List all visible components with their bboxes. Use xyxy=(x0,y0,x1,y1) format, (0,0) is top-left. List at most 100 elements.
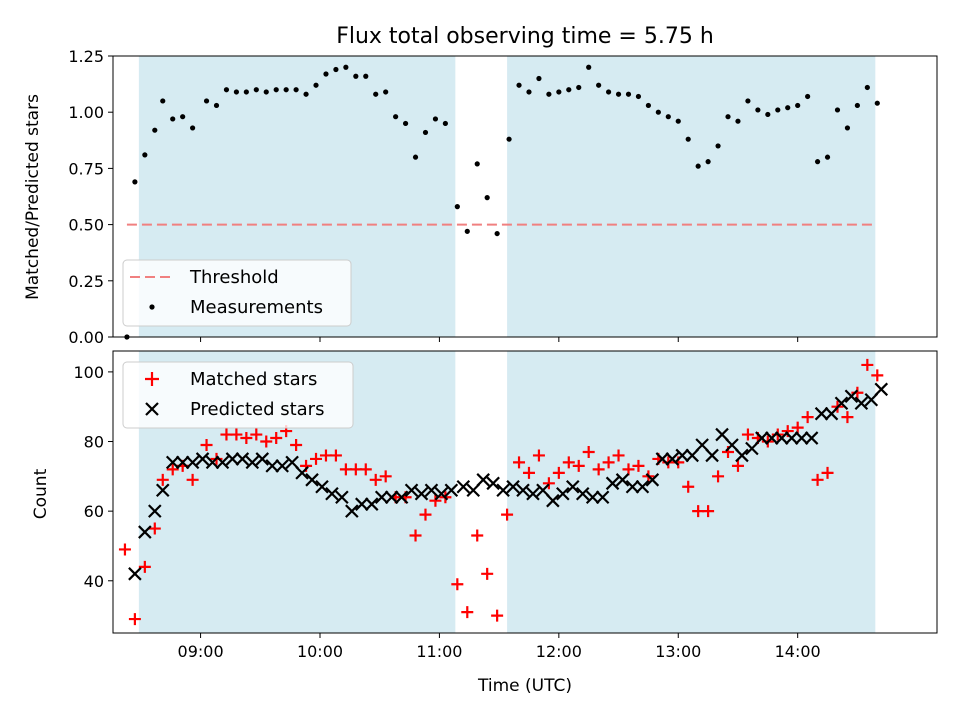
measurement-point xyxy=(303,91,309,97)
predicted-star-point xyxy=(355,497,369,511)
measurement-point xyxy=(705,159,711,165)
predicted-star-point xyxy=(295,466,309,480)
matched-star-point xyxy=(632,459,645,472)
matched-star-point xyxy=(602,456,615,469)
matched-star-point xyxy=(682,480,695,493)
predicted-star-point xyxy=(434,486,449,501)
predicted-star-point xyxy=(814,406,829,421)
ratio-legend: Threshold Measurements xyxy=(122,259,352,327)
matched-star-point xyxy=(429,494,442,507)
count-y-axis-label: Count xyxy=(31,468,51,519)
matched-star-point xyxy=(491,609,504,622)
measurement-point xyxy=(854,102,860,109)
matched-star-point xyxy=(118,543,131,556)
measurement-point xyxy=(402,120,409,127)
shaded-interval-2 xyxy=(507,56,876,337)
measurement-point xyxy=(484,195,490,201)
measurement-point xyxy=(422,129,429,136)
predicted-star-point xyxy=(874,382,889,397)
predicted-star-point xyxy=(575,486,590,501)
measurement-point xyxy=(283,87,289,93)
measurement-point xyxy=(363,73,369,79)
measurement-point xyxy=(263,89,269,95)
predicted-star-point xyxy=(444,483,459,498)
predicted-star-point xyxy=(615,473,630,487)
predicted-star-point xyxy=(516,483,530,498)
x-tick-label: 10:00 xyxy=(297,642,343,661)
predicted-star-point xyxy=(794,431,809,445)
predicted-star-point xyxy=(414,486,429,501)
matched-star-point xyxy=(731,459,744,472)
measurements-series xyxy=(124,64,880,340)
matched-star-point xyxy=(513,456,526,469)
predicted-star-point xyxy=(235,452,250,466)
predicted-star-point xyxy=(394,490,409,504)
matched-star-point xyxy=(166,463,179,476)
measurement-point xyxy=(142,152,148,158)
measurement-point xyxy=(874,100,880,106)
predicted-star-point xyxy=(285,455,299,470)
predicted-star-point xyxy=(635,480,650,494)
predicted-star-point xyxy=(745,441,759,456)
matched-star-point xyxy=(359,463,372,476)
predicted-star-point xyxy=(625,480,640,494)
measurement-point xyxy=(695,163,701,169)
legend-measurements-label: Measurements xyxy=(190,297,323,318)
legend-predicted-swatch xyxy=(145,402,159,416)
matched-star-point xyxy=(128,613,141,626)
ratio-x-ticks xyxy=(200,337,799,342)
x-tick-label: 13:00 xyxy=(655,642,701,661)
measurement-point xyxy=(775,107,781,113)
measurement-point xyxy=(546,91,552,97)
measurement-point xyxy=(454,204,460,210)
matched-star-point xyxy=(310,452,323,465)
matched-star-point xyxy=(260,435,273,448)
predicted-star-point xyxy=(695,438,709,452)
predicted-star-point xyxy=(195,452,210,466)
predicted-star-point xyxy=(685,448,699,463)
predicted-star-point xyxy=(715,427,729,442)
measurement-point xyxy=(233,89,240,95)
predicted-star-point xyxy=(675,448,690,463)
predicted-star-point xyxy=(315,480,329,494)
matched-star-point xyxy=(270,432,283,445)
predicted-star-point xyxy=(595,490,610,504)
measurement-point xyxy=(805,93,811,100)
measurement-point xyxy=(243,89,249,95)
measurement-point xyxy=(576,84,582,91)
y-tick-label: 60 xyxy=(84,502,104,521)
predicted-star-point xyxy=(364,497,379,511)
matched-star-point xyxy=(409,529,422,542)
measurement-point xyxy=(864,84,870,91)
measurement-point xyxy=(785,105,791,111)
measurement-point xyxy=(412,154,419,160)
predicted-star-point xyxy=(585,490,600,504)
predicted-star-point xyxy=(345,504,359,518)
predicted-star-point xyxy=(705,448,719,463)
count-legend: Matched stars Predicted stars xyxy=(122,361,354,429)
measurement-point xyxy=(735,118,741,124)
measurement-point xyxy=(745,98,751,104)
predicted-star-point xyxy=(506,480,520,494)
measurement-point xyxy=(170,116,176,122)
predicted-star-point xyxy=(735,448,749,463)
matched-star-point xyxy=(419,508,432,521)
matched-star-point xyxy=(542,477,555,490)
matched-star-point xyxy=(712,470,725,483)
matched-star-point xyxy=(329,449,342,462)
predicted-star-point xyxy=(424,483,439,498)
measurement-point xyxy=(474,161,480,167)
x-axis-label: Time (UTC) xyxy=(477,676,572,696)
x-tick-label: 11:00 xyxy=(416,642,462,661)
predicted-star-point xyxy=(255,452,270,466)
y-tick-label: 0.75 xyxy=(68,159,104,178)
x-tick-label: 09:00 xyxy=(178,642,224,661)
measurement-point xyxy=(353,73,359,79)
measurement-point xyxy=(685,136,691,142)
predicted-star-point xyxy=(215,455,230,470)
measurement-point xyxy=(556,89,562,95)
matched-star-point xyxy=(200,439,213,451)
measurement-point xyxy=(203,98,210,104)
legend-matched-swatch xyxy=(145,372,159,386)
predicted-star-point xyxy=(546,493,560,508)
